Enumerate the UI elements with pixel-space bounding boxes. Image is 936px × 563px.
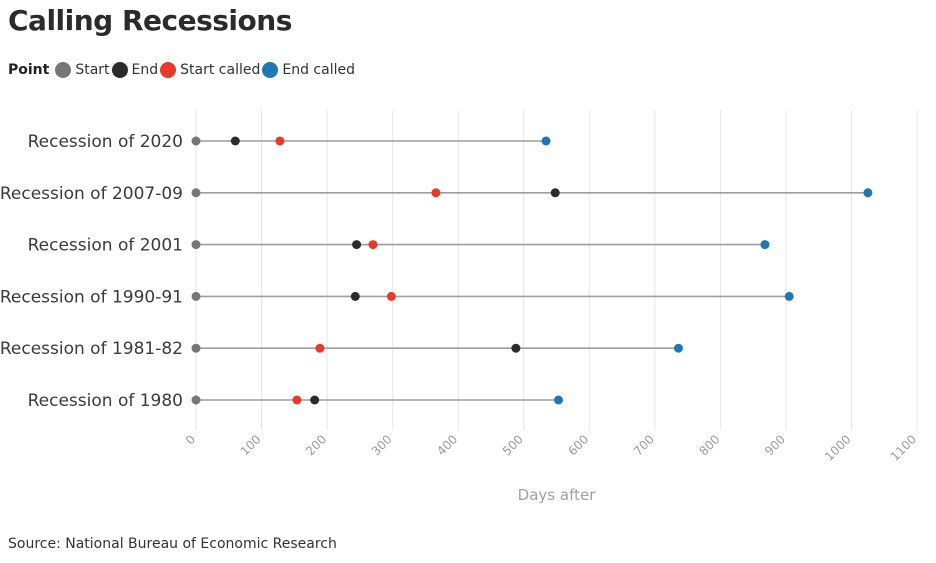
chart-title: Calling Recessions bbox=[8, 4, 292, 37]
point-start-called bbox=[292, 395, 302, 405]
row-label: Recession of 1981-82 bbox=[0, 339, 183, 359]
x-axis-title: Days after bbox=[518, 486, 597, 504]
point-start bbox=[191, 291, 201, 301]
point-start bbox=[191, 240, 201, 250]
point-end-called bbox=[553, 395, 563, 405]
point-end-called bbox=[863, 188, 873, 198]
point-end bbox=[350, 291, 360, 301]
x-tick-label: 100 bbox=[238, 432, 264, 458]
legend-swatch-start-called bbox=[160, 62, 177, 78]
legend-label-end-called: End called bbox=[282, 62, 355, 78]
x-tick-label: 200 bbox=[303, 432, 329, 458]
x-tick-label: 1000 bbox=[822, 432, 853, 463]
x-tick-label: 500 bbox=[500, 432, 526, 458]
legend-item-start: Start bbox=[55, 62, 110, 78]
point-start bbox=[191, 395, 201, 405]
legend-item-start-called: Start called bbox=[160, 62, 260, 78]
point-start bbox=[191, 343, 201, 353]
row-label: Recession of 1980 bbox=[28, 391, 183, 411]
legend-label-start-called: Start called bbox=[180, 62, 261, 78]
point-end-called bbox=[784, 291, 794, 301]
x-tick-label: 900 bbox=[762, 432, 788, 458]
row-label: Recession of 1990-91 bbox=[0, 287, 183, 307]
point-end bbox=[352, 240, 362, 250]
legend-swatch-end bbox=[111, 62, 128, 78]
point-end bbox=[550, 188, 560, 198]
row-label: Recession of 2001 bbox=[28, 236, 183, 256]
legend-swatch-start bbox=[55, 62, 72, 78]
legend-swatch-end-called bbox=[262, 62, 279, 78]
point-start-called bbox=[275, 136, 285, 146]
x-tick-label: 800 bbox=[696, 432, 722, 458]
point-start-called bbox=[368, 240, 378, 250]
point-start-called bbox=[431, 188, 441, 198]
x-tick-label: 300 bbox=[369, 432, 395, 458]
point-start bbox=[191, 188, 201, 198]
point-end-called bbox=[760, 240, 770, 250]
point-end bbox=[230, 136, 240, 146]
point-end bbox=[511, 343, 521, 353]
chart-plot: 0 100 200 300 400 500 600 700 800 900 1000 1100 Days… bbox=[0, 110, 919, 504]
legend-label-start: Start bbox=[75, 62, 110, 78]
point-start-called bbox=[315, 343, 325, 353]
legend-item-end-called: End called bbox=[262, 62, 355, 78]
point-start-called bbox=[386, 291, 396, 301]
row-label: Recession of 2020 bbox=[28, 132, 183, 152]
legend-title: Point bbox=[8, 62, 50, 78]
x-tick-label: 700 bbox=[631, 432, 657, 458]
row-label: Recession of 2007-09 bbox=[0, 184, 183, 204]
legend: Point Start End Start called End called bbox=[8, 62, 357, 78]
source-note: Source: National Bureau of Economic Rese… bbox=[8, 536, 337, 552]
legend-label-end: End bbox=[131, 62, 159, 78]
point-end bbox=[310, 395, 320, 405]
point-start bbox=[191, 136, 201, 146]
point-end-called bbox=[673, 343, 683, 353]
x-tick-label: 1100 bbox=[888, 432, 919, 463]
x-tick-label: 400 bbox=[434, 432, 460, 458]
point-end-called bbox=[541, 136, 551, 146]
x-tick-label: 0 bbox=[183, 432, 198, 447]
x-tick-label: 600 bbox=[565, 432, 591, 458]
legend-item-end: End bbox=[111, 62, 159, 78]
